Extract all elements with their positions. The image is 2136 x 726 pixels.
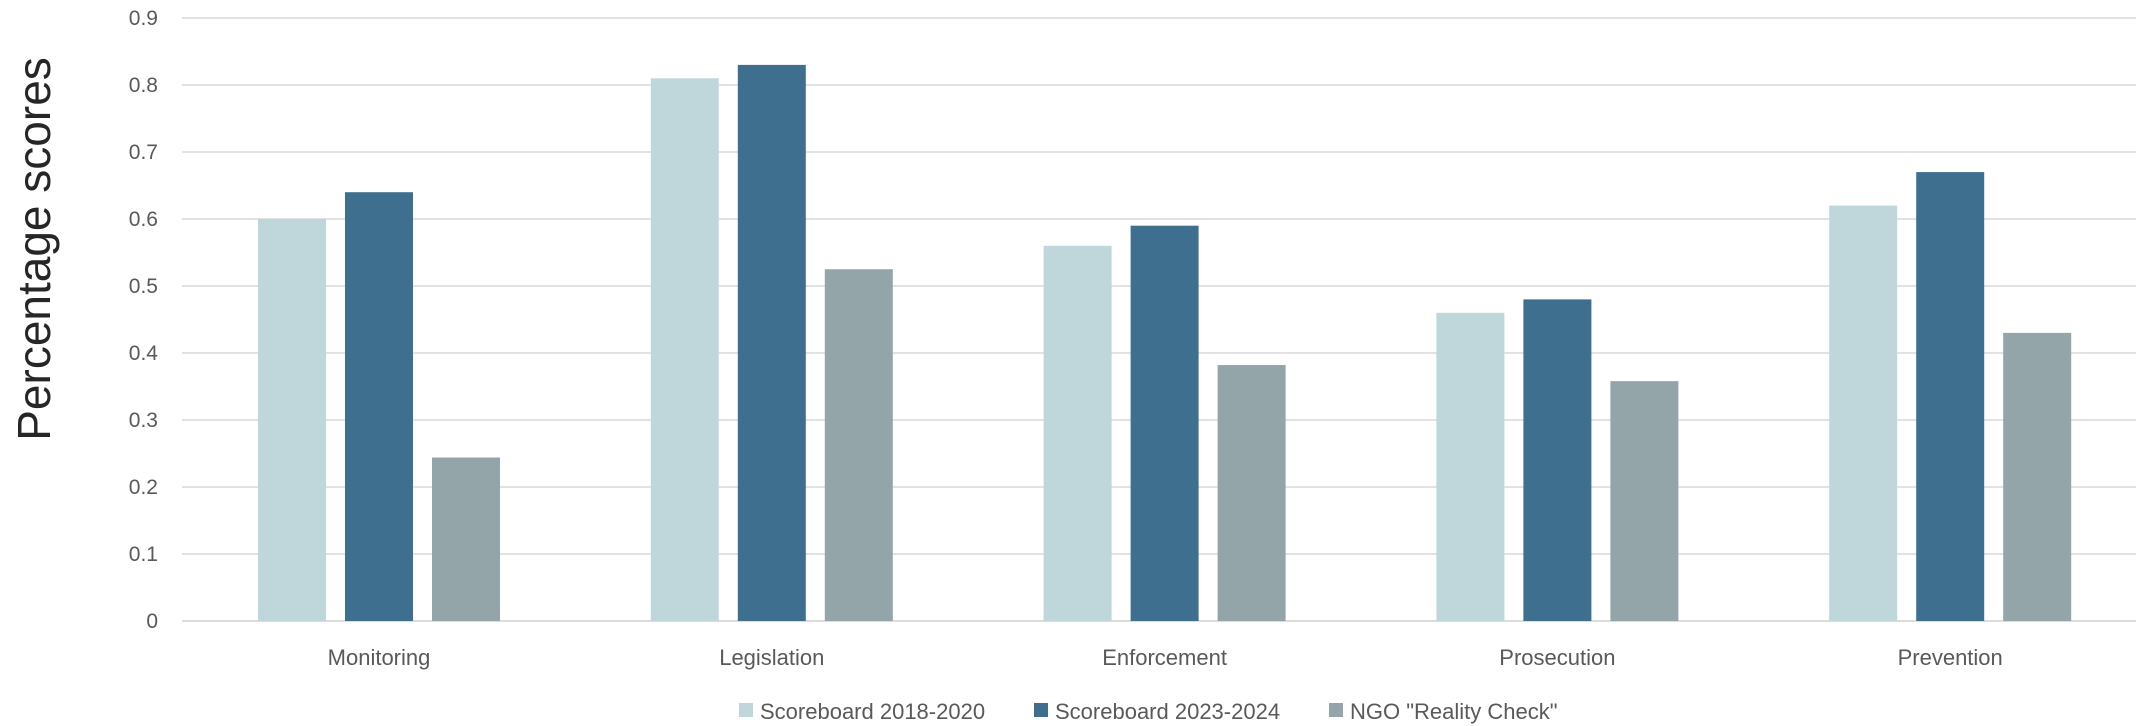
legend-label: NGO "Reality Check"	[1350, 699, 1558, 724]
bar-3-prevention	[2003, 332, 2072, 621]
bar-3-legislation	[824, 269, 893, 621]
legend-label: Scoreboard 2018-2020	[760, 699, 985, 724]
category-label: Monitoring	[328, 645, 431, 670]
bar-1-prevention	[1829, 205, 1898, 621]
bar-3-prosecution	[1610, 381, 1679, 621]
bars	[258, 64, 2072, 622]
bar-2-monitoring	[345, 192, 413, 621]
category-label: Legislation	[719, 645, 824, 670]
bar-1-legislation	[650, 78, 719, 622]
y-tick-label: 0.4	[129, 342, 159, 365]
category-label: Prosecution	[1499, 645, 1615, 670]
y-tick-label: 0.6	[129, 208, 158, 231]
bar-2-prevention	[1916, 172, 1985, 621]
bar-2-prosecution	[1523, 299, 1592, 621]
legend-swatch	[1034, 703, 1048, 717]
bar-1-prosecution	[1436, 312, 1505, 621]
category-labels: Monitoring Legislation Enforcement Prosecut…	[328, 645, 2003, 670]
y-tick-label: 0.7	[129, 141, 158, 164]
y-tick-label: 0.3	[129, 409, 158, 432]
legend-swatch	[1329, 703, 1343, 717]
y-tick-label: 0	[146, 610, 158, 633]
y-tick-label: 0.9	[129, 7, 158, 30]
legend-swatch	[739, 703, 753, 717]
category-label: Prevention	[1898, 645, 2003, 670]
bar-1-monitoring	[258, 219, 326, 621]
y-tick-label: 0.1	[129, 543, 158, 566]
y-axis-label: Percentage scores	[8, 57, 60, 441]
legend: Scoreboard 2018-2020 Scoreboard 2023-2024…	[739, 699, 1558, 724]
y-tick-labels: 0 0.1 0.2 0.3 0.4 0.5 0.6 0.7 0.8 0.9	[129, 7, 159, 633]
bar-1-enforcement	[1043, 245, 1112, 622]
legend-label: Scoreboard 2023-2024	[1055, 699, 1280, 724]
category-label: Enforcement	[1102, 645, 1227, 670]
y-tick-label: 0.2	[129, 476, 158, 499]
y-tick-label: 0.5	[129, 275, 158, 298]
bar-2-legislation	[737, 64, 806, 621]
bar-3-monitoring	[432, 457, 500, 621]
bar-2-enforcement	[1130, 225, 1199, 621]
bar-3-enforcement	[1217, 365, 1286, 621]
y-tick-label: 0.8	[129, 74, 158, 97]
